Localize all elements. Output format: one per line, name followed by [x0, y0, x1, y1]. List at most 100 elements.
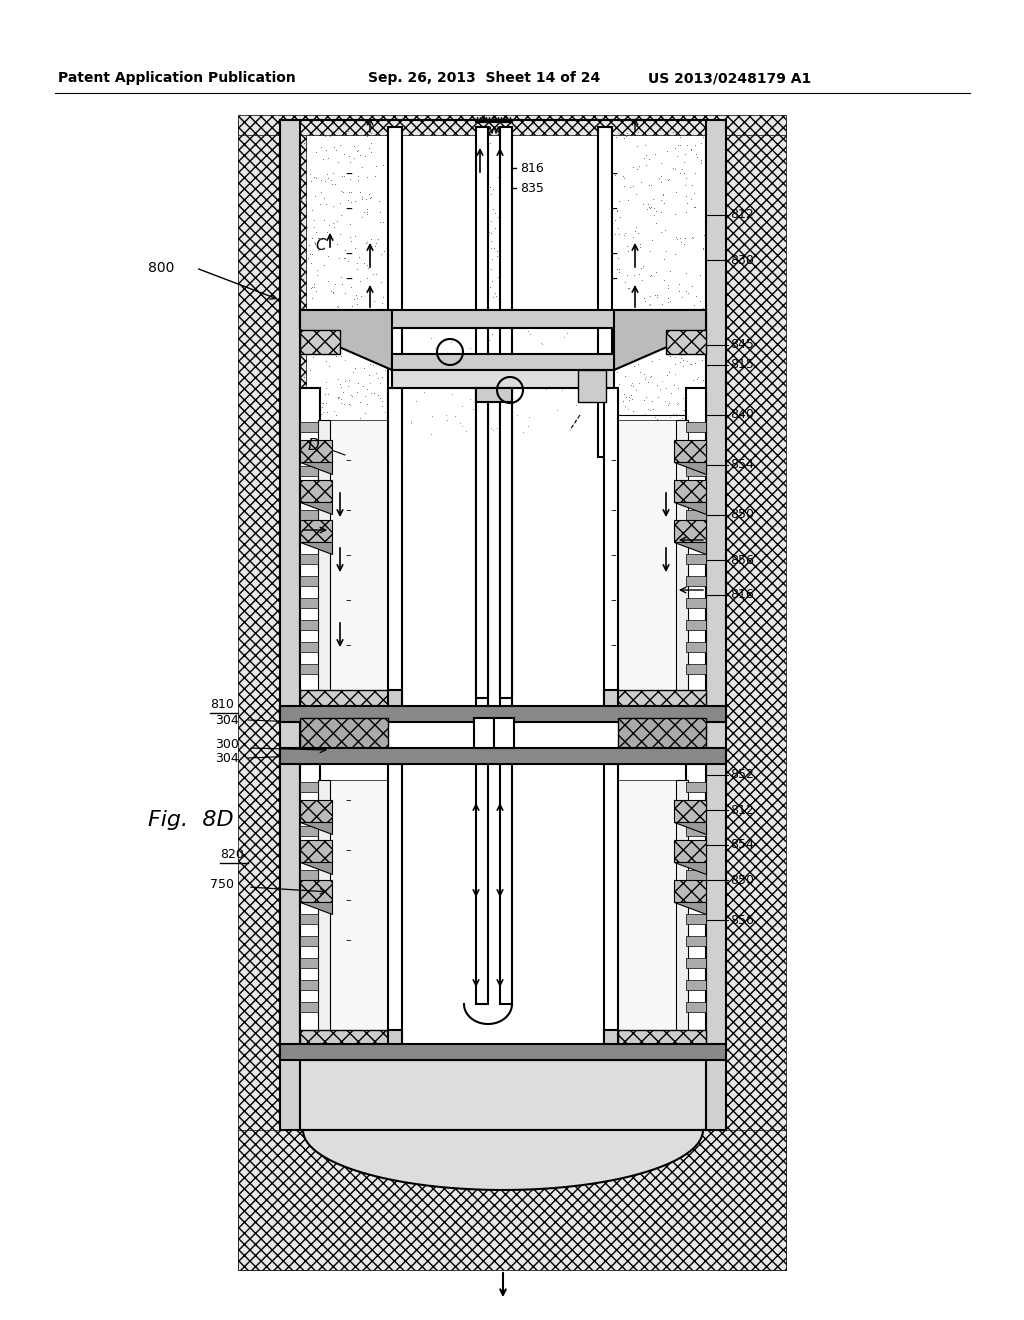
Bar [604, 690, 618, 708]
Bar [676, 420, 688, 698]
Text: –: – [345, 640, 350, 649]
Bar [300, 718, 388, 748]
Bar [300, 330, 340, 354]
Polygon shape [300, 892, 318, 902]
Polygon shape [674, 862, 706, 874]
Polygon shape [300, 502, 332, 513]
Polygon shape [300, 781, 318, 792]
Bar [500, 764, 512, 1005]
Bar [300, 764, 319, 1034]
Bar [300, 310, 706, 327]
Bar [674, 840, 706, 862]
Bar [578, 370, 606, 403]
Polygon shape [300, 543, 332, 554]
Text: –: – [345, 595, 350, 605]
Bar [280, 1044, 726, 1060]
Bar [674, 480, 706, 502]
Text: 816: 816 [520, 161, 544, 174]
Polygon shape [686, 488, 706, 498]
Bar [300, 840, 332, 862]
Text: –: – [610, 640, 615, 649]
Polygon shape [686, 444, 706, 454]
Polygon shape [614, 310, 706, 370]
Polygon shape [686, 576, 706, 586]
Text: –: – [345, 203, 352, 216]
Text: –: – [610, 455, 615, 465]
Bar [476, 764, 488, 1005]
Text: –: – [610, 273, 616, 286]
Bar [300, 480, 332, 502]
Text: –: – [345, 455, 350, 465]
Text: –: – [610, 248, 616, 261]
Bar [300, 1030, 388, 1048]
Text: 304: 304 [215, 751, 239, 764]
Polygon shape [300, 979, 318, 990]
Text: Fig.  8D: Fig. 8D [148, 810, 233, 830]
Bar [280, 706, 726, 722]
Bar [674, 440, 706, 462]
Text: 812: 812 [730, 209, 754, 222]
Polygon shape [300, 913, 318, 924]
Polygon shape [300, 847, 318, 858]
Polygon shape [686, 870, 706, 880]
Polygon shape [300, 422, 318, 432]
Polygon shape [686, 892, 706, 902]
Bar [494, 718, 514, 748]
Text: 815: 815 [730, 359, 754, 371]
Bar [476, 127, 488, 708]
Polygon shape [300, 598, 318, 609]
Polygon shape [300, 958, 318, 968]
Polygon shape [686, 958, 706, 968]
Text: Sep. 26, 2013  Sheet 14 of 24: Sep. 26, 2013 Sheet 14 of 24 [368, 71, 600, 84]
Polygon shape [300, 1130, 706, 1191]
Bar [238, 1130, 786, 1270]
Text: 800: 800 [148, 261, 174, 275]
Bar [392, 370, 614, 388]
Text: 835: 835 [520, 181, 544, 194]
Bar [280, 120, 300, 1130]
Text: US 2013/0248179 A1: US 2013/0248179 A1 [648, 71, 811, 84]
Text: –: – [610, 168, 616, 182]
Polygon shape [686, 781, 706, 792]
Polygon shape [686, 422, 706, 432]
Text: –: – [345, 248, 352, 261]
Text: 812: 812 [730, 804, 754, 817]
Polygon shape [300, 664, 318, 675]
Text: 300: 300 [215, 738, 239, 751]
Bar [388, 690, 402, 708]
Text: 850: 850 [730, 508, 754, 521]
Polygon shape [300, 1002, 318, 1012]
Bar [300, 880, 332, 902]
Bar [300, 520, 332, 543]
Polygon shape [686, 936, 706, 946]
Polygon shape [300, 822, 332, 834]
Polygon shape [686, 642, 706, 652]
Text: 840: 840 [730, 408, 754, 421]
Text: –: – [345, 935, 350, 945]
Polygon shape [674, 462, 706, 474]
Bar [330, 780, 388, 1034]
Polygon shape [686, 664, 706, 675]
Polygon shape [686, 554, 706, 564]
Text: –: – [610, 506, 615, 515]
Text: 854: 854 [730, 458, 754, 471]
Polygon shape [300, 870, 318, 880]
Text: 856: 856 [730, 553, 754, 566]
Polygon shape [686, 620, 706, 630]
Polygon shape [686, 466, 706, 477]
Polygon shape [300, 902, 332, 913]
Text: 850: 850 [730, 874, 754, 887]
Text: 854: 854 [730, 838, 754, 851]
Polygon shape [300, 488, 318, 498]
Text: C: C [315, 238, 326, 252]
Polygon shape [300, 936, 318, 946]
Polygon shape [686, 1002, 706, 1012]
Bar [388, 388, 402, 698]
Polygon shape [686, 532, 706, 543]
Polygon shape [674, 502, 706, 513]
Bar [618, 780, 676, 1034]
Bar [318, 420, 330, 698]
Bar [604, 1030, 618, 1048]
Text: –: – [345, 168, 352, 182]
Text: –: – [345, 506, 350, 515]
